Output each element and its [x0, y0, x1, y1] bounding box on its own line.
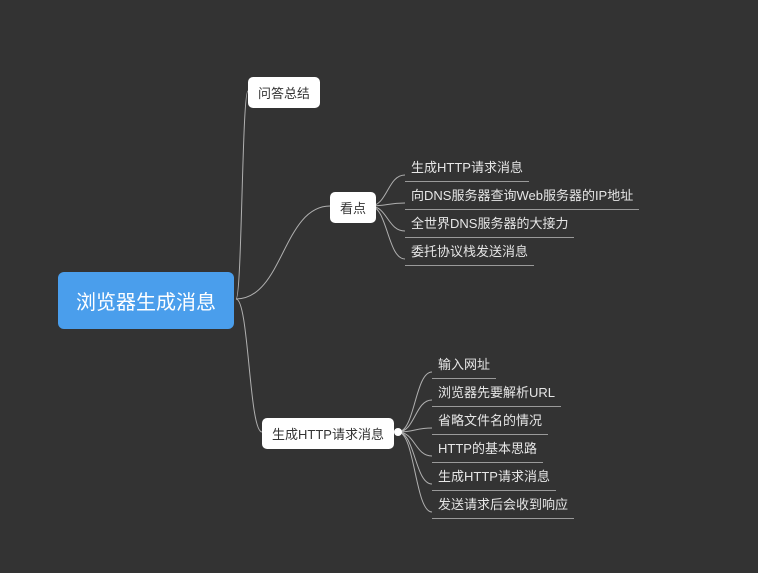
leaf-node[interactable]: 生成HTTP请求消息 [432, 462, 556, 491]
branch-dot [308, 87, 316, 95]
leaf-node[interactable]: 委托协议栈发送消息 [405, 237, 534, 266]
leaf-node[interactable]: 浏览器先要解析URL [432, 378, 561, 407]
root-node[interactable]: 浏览器生成消息 [58, 272, 234, 329]
leaf-node[interactable]: 全世界DNS服务器的大接力 [405, 209, 574, 238]
leaf-node[interactable]: 生成HTTP请求消息 [405, 153, 529, 182]
branch-dot [366, 202, 374, 210]
leaf-node[interactable]: HTTP的基本思路 [432, 434, 543, 463]
leaf-node[interactable]: 发送请求后会收到响应 [432, 490, 574, 519]
branch-dot [394, 428, 402, 436]
branch-node[interactable]: 生成HTTP请求消息 [262, 418, 394, 449]
leaf-node[interactable]: 向DNS服务器查询Web服务器的IP地址 [405, 181, 639, 210]
leaf-node[interactable]: 输入网址 [432, 350, 496, 379]
leaf-node[interactable]: 省略文件名的情况 [432, 406, 548, 435]
